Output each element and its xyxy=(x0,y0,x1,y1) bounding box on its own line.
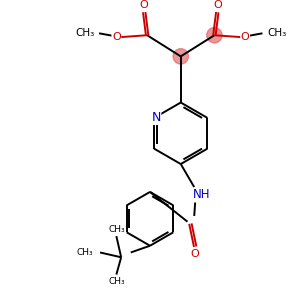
Circle shape xyxy=(207,28,222,43)
Circle shape xyxy=(173,49,188,64)
Text: O: O xyxy=(112,32,121,42)
Text: CH₃: CH₃ xyxy=(267,28,286,38)
Text: CH₃: CH₃ xyxy=(75,28,94,38)
Text: O: O xyxy=(140,0,148,11)
Text: O: O xyxy=(241,32,250,42)
Text: CH₃: CH₃ xyxy=(108,277,125,286)
Text: CH₃: CH₃ xyxy=(108,225,125,234)
Text: O: O xyxy=(213,0,222,11)
Text: NH: NH xyxy=(193,188,211,201)
Text: O: O xyxy=(191,249,200,260)
Text: N: N xyxy=(152,111,161,124)
Text: CH₃: CH₃ xyxy=(77,248,93,257)
